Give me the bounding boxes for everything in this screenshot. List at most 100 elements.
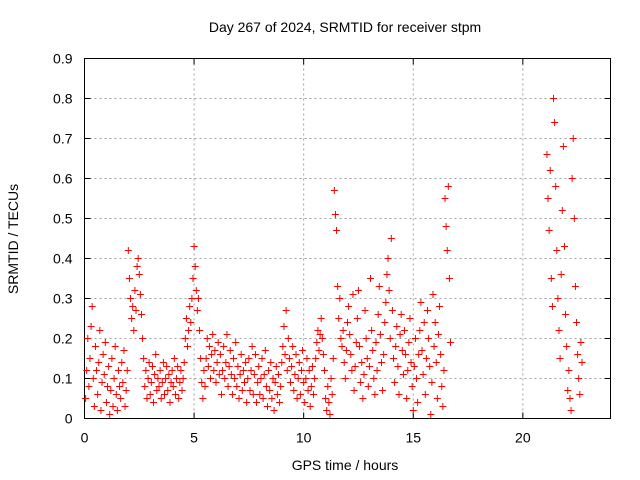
data-point	[99, 351, 107, 358]
data-point	[576, 391, 584, 398]
data-point	[573, 319, 581, 326]
data-point	[400, 327, 408, 334]
data-point	[246, 387, 254, 394]
data-point	[283, 367, 291, 374]
data-point	[165, 371, 173, 378]
data-point	[399, 371, 407, 378]
data-point	[135, 271, 143, 278]
data-point	[101, 339, 109, 346]
chart-title: Day 267 of 2024, SRMTID for receiver stp…	[209, 19, 481, 35]
data-point	[117, 395, 125, 402]
data-point	[338, 343, 346, 350]
data-point	[166, 399, 174, 406]
data-point	[577, 339, 585, 346]
data-point	[259, 395, 267, 402]
data-point	[347, 351, 355, 358]
data-point	[362, 335, 370, 342]
data-point	[86, 355, 94, 362]
data-point	[164, 387, 172, 394]
data-point	[144, 375, 152, 382]
data-point	[408, 383, 416, 390]
y-tick-label: 0	[65, 411, 73, 427]
data-point	[237, 351, 245, 358]
data-point	[427, 411, 435, 418]
data-point	[231, 375, 239, 382]
data-point	[240, 379, 248, 386]
data-point	[550, 95, 558, 102]
data-point	[337, 335, 345, 342]
data-point	[385, 287, 393, 294]
data-point	[278, 359, 286, 366]
data-point	[307, 383, 315, 390]
data-point	[352, 339, 360, 346]
data-point	[189, 275, 197, 282]
y-tick-label: 0.6	[53, 171, 73, 187]
data-point	[177, 367, 185, 374]
data-point	[557, 271, 565, 278]
data-point	[235, 395, 243, 402]
data-point	[438, 383, 446, 390]
data-point	[354, 287, 362, 294]
data-point	[423, 307, 431, 314]
data-point	[136, 291, 144, 298]
data-point	[295, 359, 303, 366]
data-point	[217, 391, 225, 398]
data-point	[143, 395, 151, 402]
data-point	[346, 331, 354, 338]
data-point	[434, 331, 442, 338]
data-point	[390, 355, 398, 362]
data-point	[395, 391, 403, 398]
data-point	[139, 335, 147, 342]
y-tick-label: 0.5	[53, 211, 73, 227]
data-point	[262, 383, 270, 390]
data-point	[420, 319, 428, 326]
data-point	[320, 367, 328, 374]
data-point	[154, 375, 162, 382]
data-point	[372, 339, 380, 346]
data-point	[273, 391, 281, 398]
data-point	[122, 387, 130, 394]
data-point	[403, 395, 411, 402]
data-point	[156, 367, 164, 374]
data-point	[563, 343, 571, 350]
data-point	[182, 315, 190, 322]
data-point	[173, 375, 181, 382]
data-point	[201, 383, 209, 390]
data-point	[255, 363, 263, 370]
data-point	[393, 323, 401, 330]
data-point	[222, 359, 230, 366]
data-point	[552, 183, 560, 190]
data-point	[123, 367, 131, 374]
y-tick-label: 0.7	[53, 131, 73, 147]
data-point	[370, 375, 378, 382]
data-point	[207, 375, 215, 382]
data-point	[121, 403, 129, 410]
data-point	[248, 343, 256, 350]
data-point	[351, 363, 359, 370]
data-point	[381, 319, 389, 326]
data-point	[417, 299, 425, 306]
data-point	[268, 395, 276, 402]
data-point	[358, 359, 366, 366]
data-point	[213, 359, 221, 366]
data-point	[331, 211, 339, 218]
data-point	[167, 379, 175, 386]
data-point	[124, 247, 132, 254]
data-point	[247, 367, 255, 374]
data-point	[413, 375, 421, 382]
data-point	[559, 143, 567, 150]
data-point	[82, 395, 90, 402]
data-point	[330, 187, 338, 194]
data-point	[125, 275, 133, 282]
data-point	[190, 243, 198, 250]
data-point	[329, 355, 337, 362]
data-point	[339, 327, 347, 334]
data-point	[365, 363, 373, 370]
plot-frame	[84, 58, 611, 419]
data-point	[293, 395, 301, 402]
data-point	[132, 307, 140, 314]
data-point	[578, 359, 586, 366]
data-point	[392, 343, 400, 350]
data-point	[335, 315, 343, 322]
data-point	[120, 347, 128, 354]
